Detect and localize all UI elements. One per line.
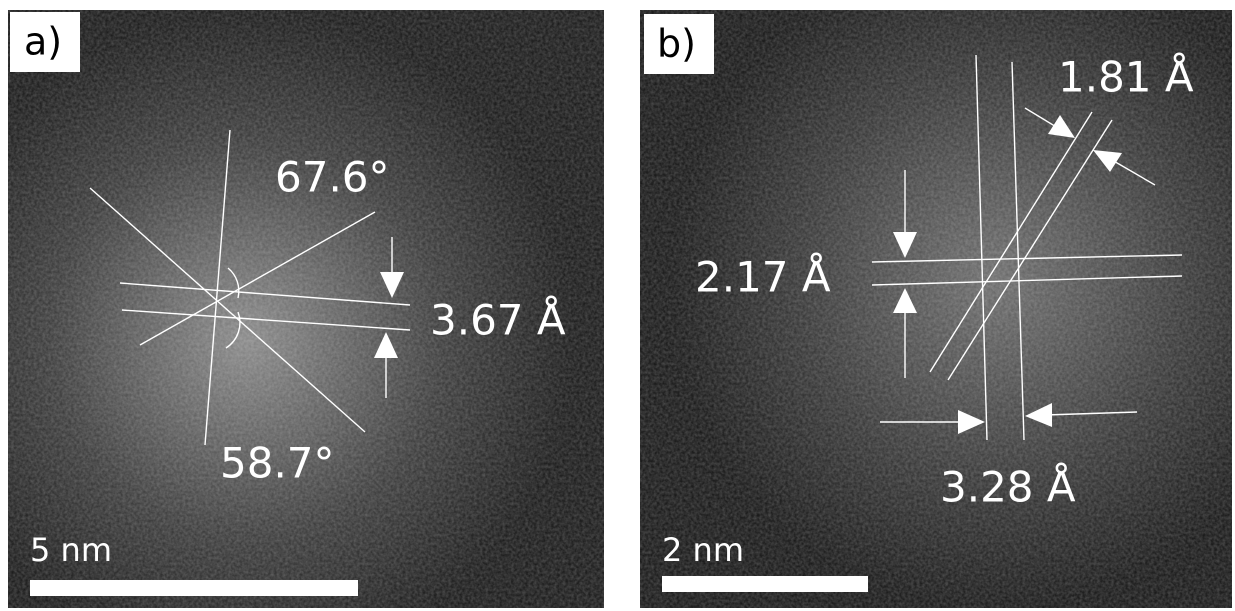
scale-bar-label: 5 nm	[30, 531, 112, 569]
spacing-label: 1.81 Å	[1058, 52, 1194, 102]
spacing-label: 3.67 Å	[430, 295, 566, 345]
spacing-label: 2.17 Å	[695, 252, 831, 302]
panel-a: a) 67.6° 3.67 Å 58.7° 5 nm	[8, 10, 604, 608]
panel-label: a)	[24, 20, 62, 64]
spacing-label: 3.28 Å	[940, 462, 1076, 512]
panel-b: b) 1.81 Å 2.17 Å 3.28 Å 2 nm	[640, 10, 1232, 608]
scale-bar	[30, 580, 358, 596]
angle-label: 58.7°	[220, 439, 335, 488]
angle-label: 67.6°	[275, 153, 390, 202]
scale-bar	[662, 576, 868, 592]
scale-bar-label: 2 nm	[662, 531, 744, 569]
panel-label: b)	[657, 22, 696, 66]
figure: a) 67.6° 3.67 Å 58.7° 5 nm b)	[0, 0, 1235, 611]
